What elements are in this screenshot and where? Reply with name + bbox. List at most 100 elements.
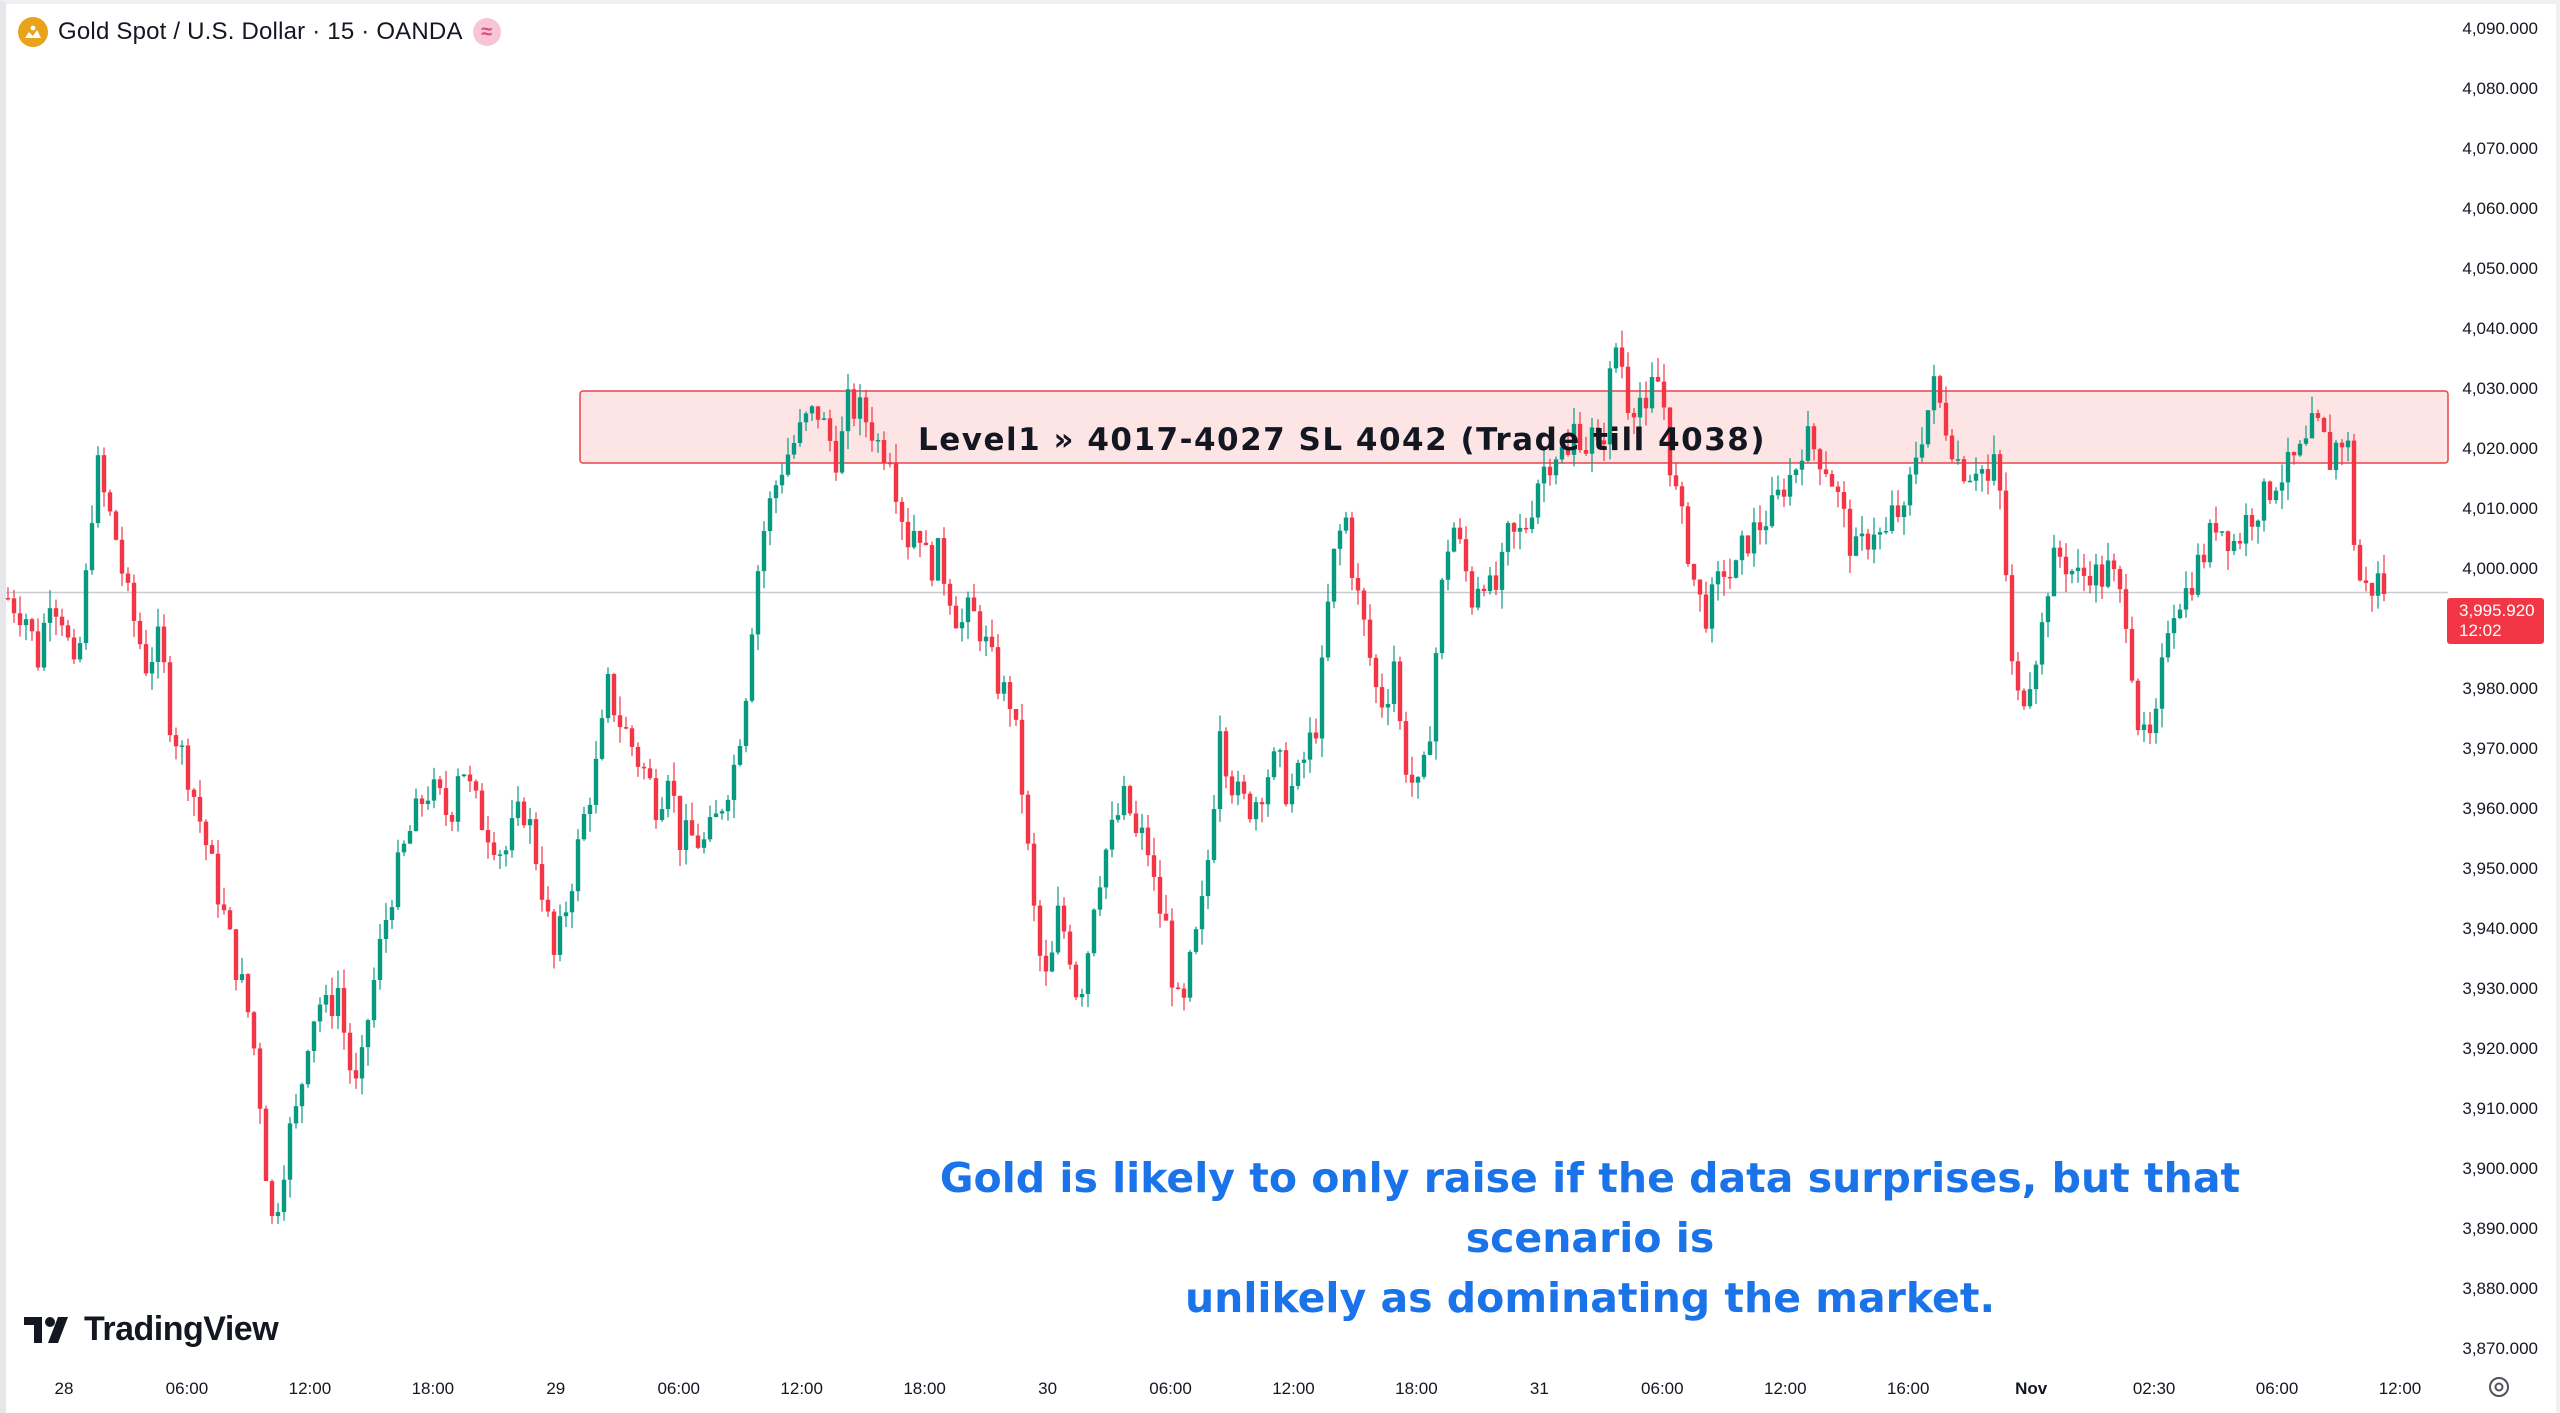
y-tick-label: 3,960.000 <box>2462 799 2538 818</box>
x-tick-label: 12:00 <box>1764 1379 1807 1398</box>
settings-icon[interactable] <box>2486 1374 2512 1400</box>
x-tick-label: 16:00 <box>1887 1379 1930 1398</box>
candle-body <box>383 920 389 939</box>
x-tick-label: 12:00 <box>780 1379 823 1398</box>
candle-body <box>1637 397 1643 418</box>
candle-body <box>743 700 749 746</box>
candle-body <box>2363 580 2369 583</box>
candle-body <box>1763 526 1769 531</box>
candle-body <box>209 845 215 854</box>
candle-body <box>1241 781 1247 794</box>
approx-indicator-icon[interactable]: ≈ <box>472 18 501 46</box>
candle-body <box>455 776 461 822</box>
candle-body <box>2219 531 2225 533</box>
symbol-header[interactable]: Gold Spot / U.S. Dollar · 15 · OANDA ≈ <box>18 14 501 50</box>
candle-body <box>1325 601 1331 658</box>
candle-body <box>251 1012 257 1049</box>
candle-body <box>473 781 479 791</box>
candle-body <box>1463 539 1469 572</box>
bar-countdown: 12:02 <box>2459 621 2502 640</box>
candle-body <box>1673 475 1679 487</box>
candle-body <box>1931 376 1937 411</box>
tradingview-logo-icon <box>24 1316 68 1343</box>
candle-body <box>1697 579 1703 595</box>
candle-body <box>119 539 125 574</box>
candle-body <box>1889 505 1895 532</box>
candle-body <box>299 1084 305 1107</box>
x-tick-label: 18:00 <box>412 1379 455 1398</box>
candle-body <box>419 798 425 804</box>
candle-body <box>1037 905 1043 956</box>
candle-body <box>1757 522 1763 531</box>
y-tick-label: 4,040.000 <box>2462 319 2538 338</box>
candle-body <box>1979 469 1985 474</box>
candles <box>5 330 2387 1224</box>
candle-body <box>89 523 95 571</box>
candle-body <box>1253 802 1259 820</box>
candle-body <box>815 406 821 420</box>
x-tick-label: 29 <box>546 1379 565 1398</box>
candle-body <box>1313 732 1319 739</box>
candle-body <box>635 746 641 767</box>
tradingview-logo[interactable]: TradingView <box>24 1310 279 1349</box>
candle-body <box>1367 619 1373 658</box>
candle-body <box>2207 523 2213 563</box>
candle-body <box>2021 690 2027 707</box>
candle-body <box>1061 905 1067 932</box>
candle-body <box>989 636 995 648</box>
candle-body <box>2165 633 2171 658</box>
candle-body <box>2273 490 2279 501</box>
candle-body <box>653 778 659 820</box>
candle-body <box>713 813 719 818</box>
candle-body <box>1811 426 1817 450</box>
trade-zone-rect[interactable] <box>579 390 2449 464</box>
candle-body <box>809 406 815 414</box>
candle-body <box>65 625 71 638</box>
candle-body <box>2177 609 2183 619</box>
candle-body <box>2279 482 2285 491</box>
x-tick-label: 06:00 <box>657 1379 700 1398</box>
symbol-title: Gold Spot / U.S. Dollar · 15 · OANDA <box>58 18 463 45</box>
candle-body <box>2291 452 2297 456</box>
candle-body <box>1259 802 1265 805</box>
candle-body <box>2015 661 2021 691</box>
candle-body <box>953 605 959 629</box>
candle-body <box>401 843 407 853</box>
candle-body <box>1667 407 1673 476</box>
candle-body <box>947 583 953 606</box>
candle-body <box>161 626 167 663</box>
candle-body <box>2285 452 2291 483</box>
candle-body <box>1997 454 2003 491</box>
candle-body <box>923 542 929 546</box>
candle-body <box>977 611 983 642</box>
y-tick-label: 4,010.000 <box>2462 499 2538 518</box>
candle-body <box>1991 454 1997 481</box>
candle-body <box>1013 709 1019 720</box>
candle-body <box>2141 724 2147 731</box>
candle-body <box>1085 953 1091 994</box>
candle-body <box>1487 575 1493 592</box>
candle-body <box>2237 540 2243 544</box>
candle-body <box>329 994 335 1017</box>
candle-body <box>2249 515 2255 527</box>
candle-body <box>905 521 911 548</box>
x-tick-label: 12:00 <box>289 1379 332 1398</box>
candle-body <box>323 994 329 1005</box>
candle-body <box>1967 480 1973 483</box>
candle-body <box>167 662 173 736</box>
candle-body <box>1955 459 1961 461</box>
x-tick-label: 31 <box>1530 1379 1549 1398</box>
candle-body <box>1049 952 1055 972</box>
candle-body <box>2189 588 2195 595</box>
candle-body <box>431 779 437 801</box>
candle-body <box>1853 536 1859 556</box>
candle-body <box>2369 582 2375 596</box>
candle-body <box>935 538 941 581</box>
candle-body <box>1727 576 1733 579</box>
candle-body <box>701 839 707 848</box>
candle-body <box>437 779 443 789</box>
candle-body <box>173 735 179 747</box>
candle-body <box>1535 483 1541 518</box>
candle-body <box>407 831 413 844</box>
